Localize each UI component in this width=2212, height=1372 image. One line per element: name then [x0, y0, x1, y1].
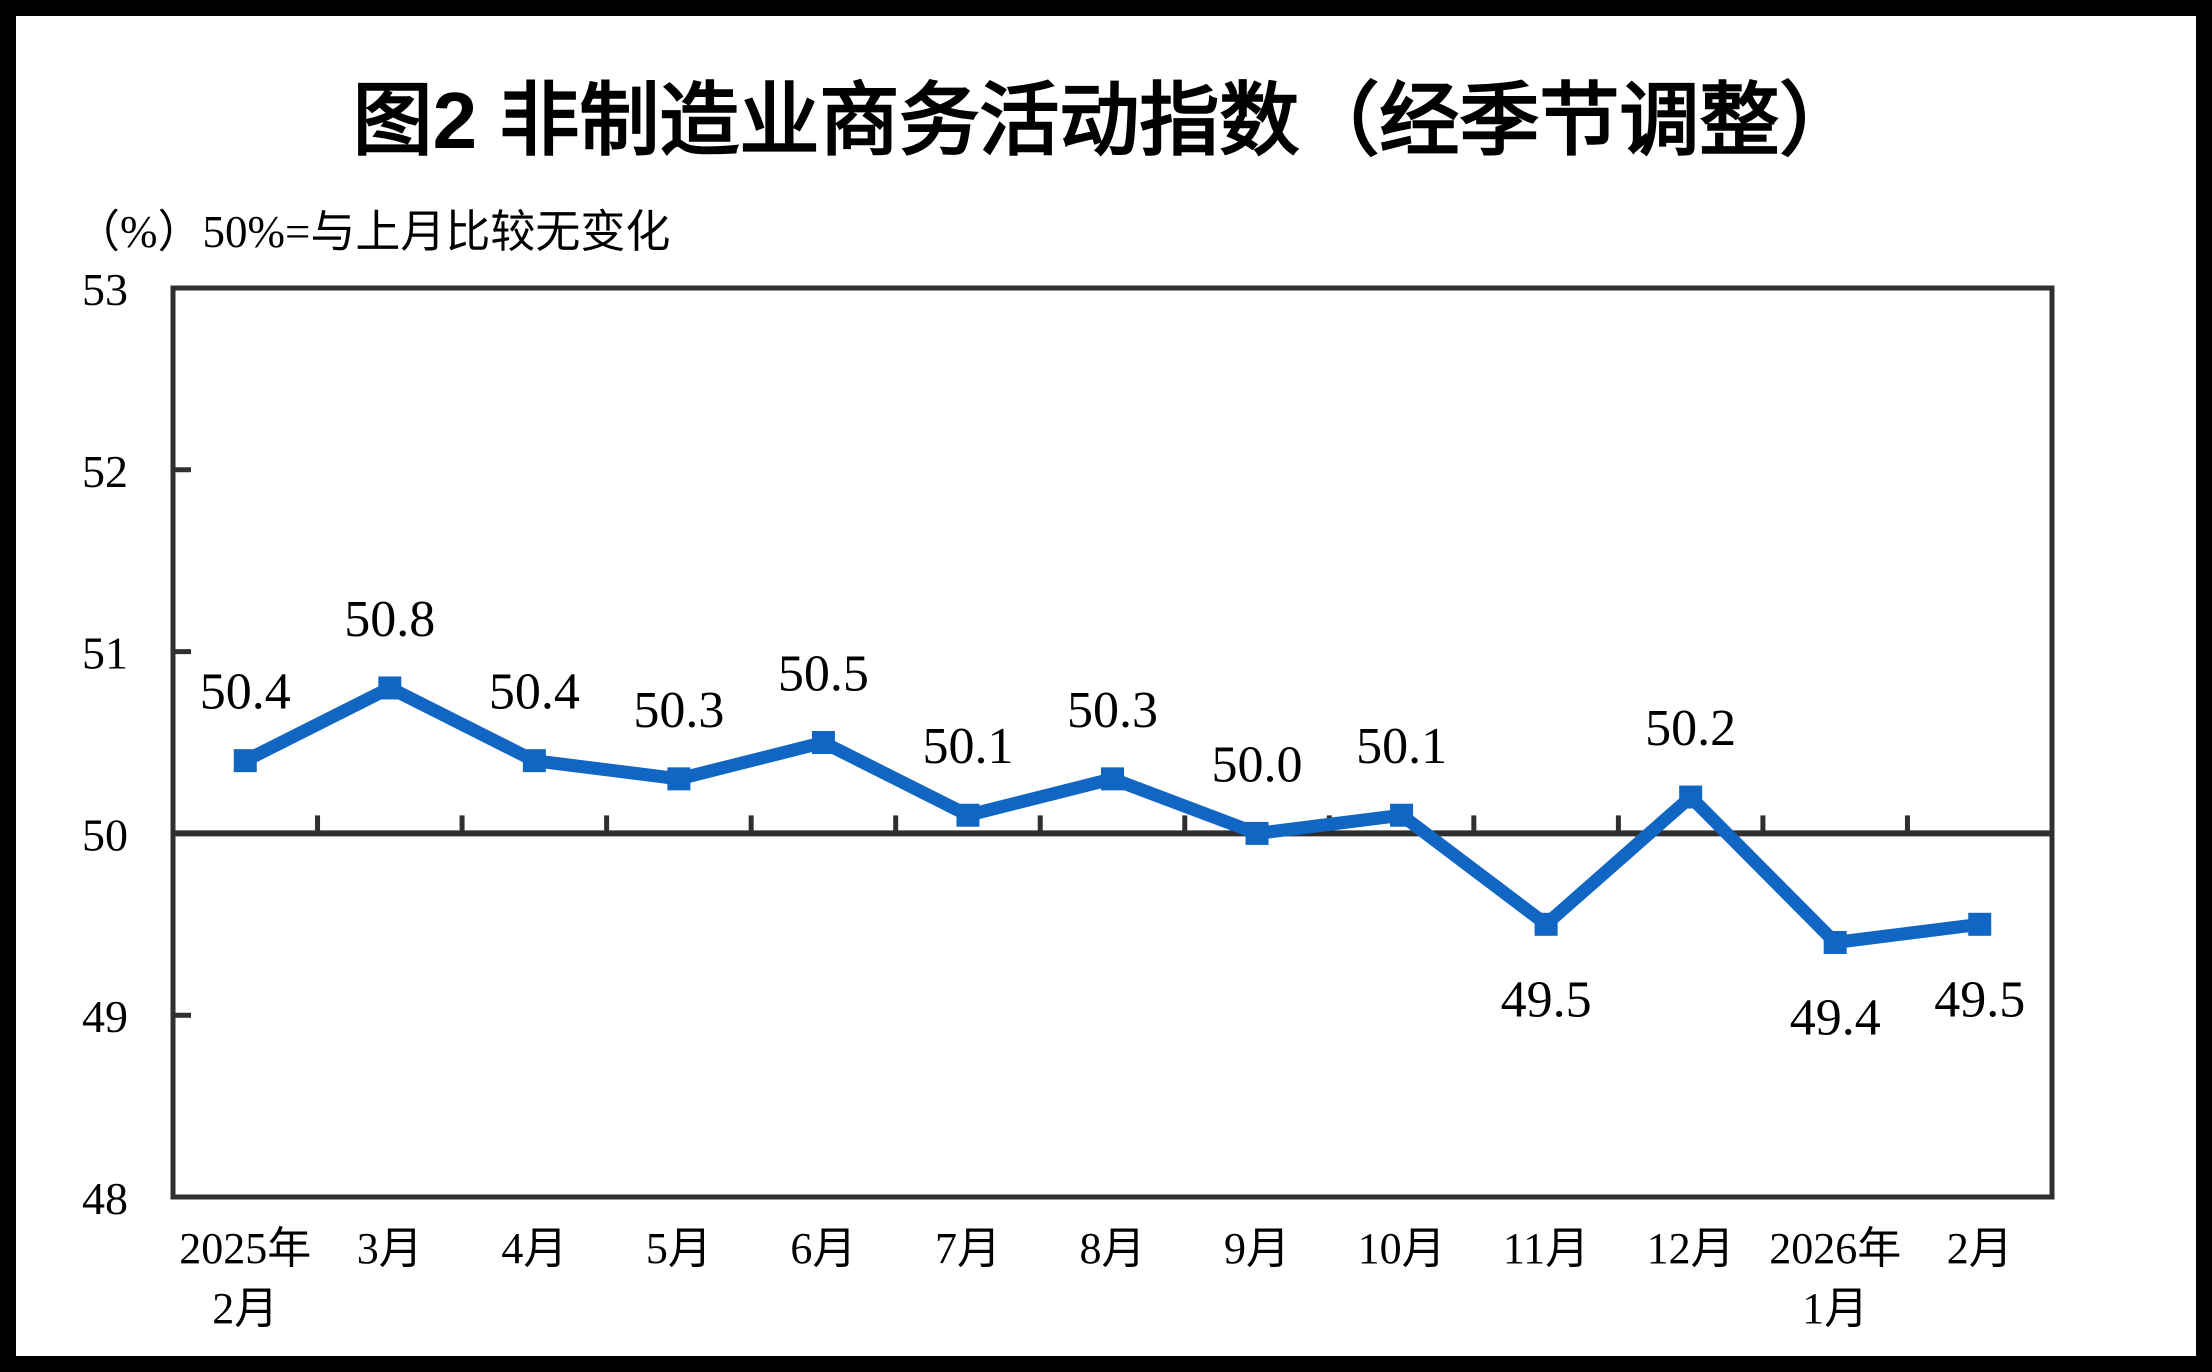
data-point-marker — [233, 749, 257, 773]
data-point-marker — [1534, 912, 1558, 936]
data-label: 50.5 — [778, 646, 869, 703]
data-label: 50.2 — [1645, 700, 1736, 757]
axis-unit-note: （%）50%=与上月比较无变化 — [75, 207, 670, 257]
data-point-marker — [1390, 803, 1414, 827]
x-axis-label: 8月 — [1080, 1224, 1146, 1273]
data-point-marker — [1968, 912, 1992, 936]
plot-area: 53 52 51 50 49 48 50.4 50.8 50.4 50.3 50.5 50.1 50.3… — [82, 264, 2055, 1333]
data-point-marker — [1101, 767, 1124, 791]
x-axis-label: 7月 — [935, 1224, 1001, 1273]
data-point-marker — [956, 803, 980, 827]
data-label: 50.0 — [1212, 736, 1303, 793]
x-axis-label: 10月 — [1358, 1224, 1446, 1273]
data-point-marker — [667, 767, 691, 791]
data-label: 50.1 — [1356, 718, 1447, 775]
data-point-marker — [378, 676, 402, 700]
data-label: 50.8 — [344, 591, 435, 648]
plot-border — [170, 285, 2055, 1200]
data-point-marker — [1245, 821, 1269, 845]
data-label: 49.5 — [1934, 971, 2025, 1028]
y-axis-label: 48 — [82, 1173, 128, 1224]
x-axis-label-line2: 2月 — [212, 1284, 278, 1333]
x-axis-label: 11月 — [1503, 1224, 1589, 1273]
data-label: 50.4 — [489, 664, 580, 721]
data-label: 50.1 — [922, 718, 1013, 775]
x-axis-label: 2026年 1月 — [1769, 1224, 1901, 1333]
x-axis-label-line2: 1月 — [1802, 1284, 1868, 1333]
x-axis-label: 6月 — [790, 1224, 856, 1273]
data-label: 50.3 — [1067, 682, 1158, 739]
chart-title: 图2 非制造业商务活动指数（经季节调整） — [353, 76, 1860, 165]
x-axis-label: 5月 — [646, 1224, 712, 1273]
data-point-marker — [811, 731, 835, 754]
x-axis-label: 4月 — [501, 1224, 567, 1273]
x-axis-label: 12月 — [1647, 1224, 1735, 1273]
y-axis-label: 51 — [82, 628, 128, 679]
x-axis-label: 2月 — [1947, 1224, 2013, 1273]
y-axis-label: 52 — [82, 446, 128, 497]
x-axis-label: 3月 — [357, 1224, 423, 1273]
data-point-marker — [1823, 930, 1847, 954]
y-axis-label: 49 — [82, 991, 128, 1042]
data-label: 50.3 — [633, 682, 724, 739]
data-point-marker — [522, 749, 546, 773]
x-axis-label: 9月 — [1224, 1224, 1290, 1273]
x-axis-label: 2025年 2月 — [179, 1224, 311, 1333]
y-axis-label: 53 — [82, 264, 128, 315]
data-label: 50.4 — [200, 664, 291, 721]
data-point-marker — [1679, 785, 1703, 809]
data-label: 49.5 — [1501, 971, 1592, 1028]
y-axis-label: 50 — [82, 809, 128, 860]
data-label: 49.4 — [1790, 989, 1881, 1046]
